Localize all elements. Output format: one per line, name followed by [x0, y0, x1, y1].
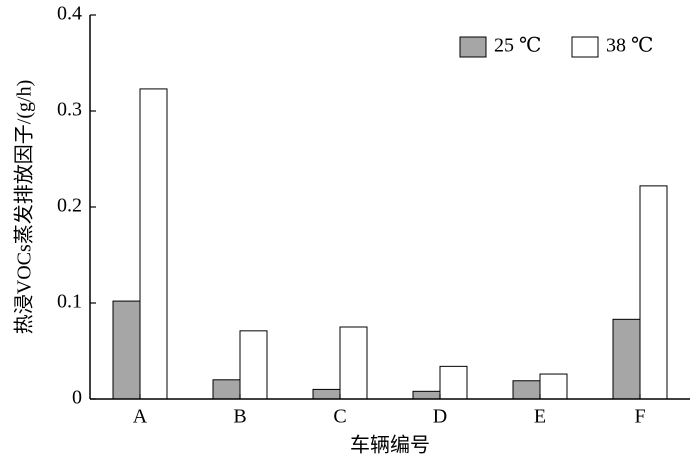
- y-axis-label: 热浸VOCs蒸发排放因子/(g/h): [13, 80, 36, 334]
- y-tick-label: 0.3: [57, 99, 82, 121]
- x-tick-label: A: [133, 406, 148, 428]
- y-tick-label: 0.2: [57, 195, 82, 217]
- bar: [439, 365, 468, 400]
- bar: [639, 185, 668, 400]
- bar: [112, 300, 141, 400]
- x-tick-label: F: [634, 406, 645, 428]
- legend-swatch: [571, 36, 599, 58]
- bar: [539, 373, 568, 400]
- x-tick-label: D: [433, 406, 447, 428]
- x-tick-label: B: [233, 406, 246, 428]
- bar: [212, 379, 241, 400]
- y-tick-label: 0.1: [57, 291, 82, 313]
- legend-label: 38 ℃: [606, 35, 653, 57]
- legend-label: 25 ℃: [494, 35, 541, 57]
- bar: [239, 330, 268, 400]
- bar: [339, 326, 368, 400]
- bar: [412, 390, 441, 400]
- x-tick-label: E: [534, 406, 546, 428]
- bar: [139, 88, 168, 400]
- y-tick-label: 0: [72, 387, 82, 409]
- x-axis-label: 车辆编号: [350, 434, 430, 457]
- bar: [512, 380, 541, 400]
- bar: [312, 388, 341, 400]
- x-tick-label: C: [333, 406, 346, 428]
- legend-swatch: [459, 36, 487, 58]
- y-tick-label: 0.4: [57, 3, 82, 25]
- bar: [612, 318, 641, 400]
